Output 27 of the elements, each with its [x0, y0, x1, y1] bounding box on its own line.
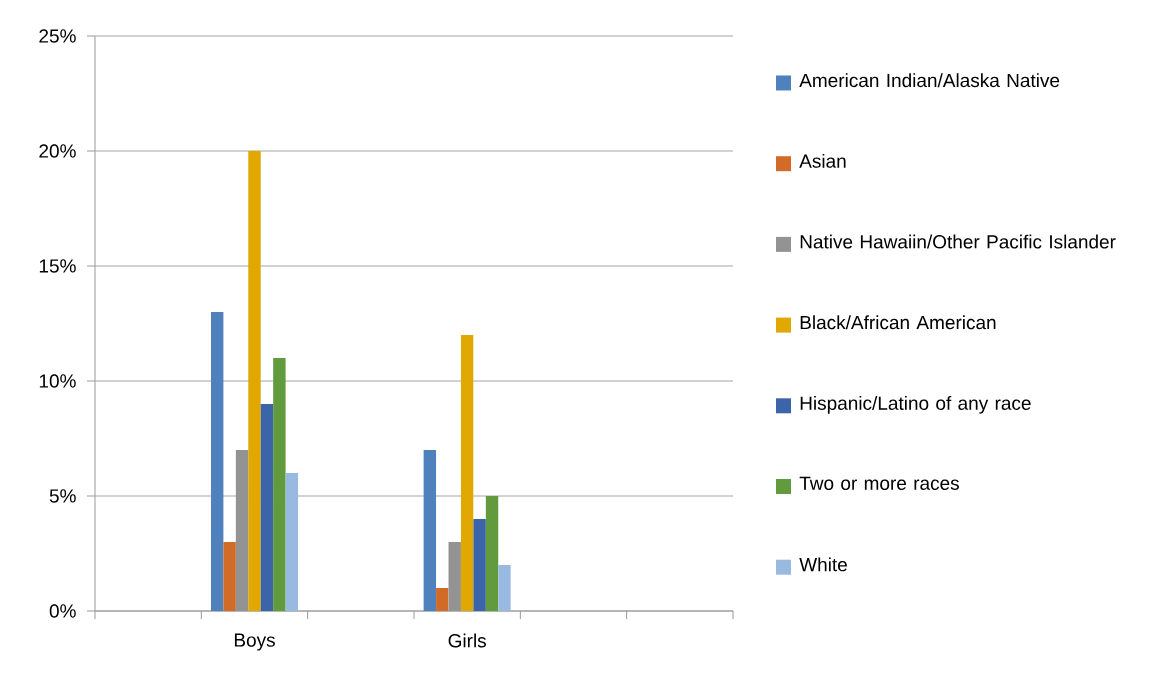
bar [423, 450, 437, 611]
legend-label: Black/African American [800, 315, 996, 330]
bar [260, 404, 274, 611]
legend-label: White [799, 557, 847, 572]
y-tick-label: 10% [39, 374, 76, 388]
bar [273, 358, 286, 611]
x-tick-label: Girls [448, 633, 486, 648]
y-tick-label: 25% [39, 29, 76, 43]
bar [248, 151, 261, 611]
y-tick-label: 20% [39, 144, 76, 158]
bar [210, 312, 224, 611]
bar [285, 473, 299, 611]
y-tick-label: 15% [39, 259, 76, 273]
legend-label: Hispanic/Latino of any race [800, 396, 1031, 414]
y-tick-label: 0% [49, 604, 76, 618]
legend-label: Native Hawaiin/Other Pacific Islander [800, 234, 1116, 249]
bar [473, 519, 486, 611]
legend-label: American Indian/Alaska Native [799, 73, 1060, 88]
x-tick-label: Boys [234, 633, 275, 651]
y-tick-label: 5% [49, 489, 76, 503]
bar [498, 565, 511, 611]
legend-label: Asian [799, 153, 846, 168]
bar [436, 588, 449, 611]
bar [223, 542, 236, 611]
bar [485, 496, 499, 611]
bar [460, 335, 474, 611]
legend-label: Two or more races [799, 476, 959, 490]
